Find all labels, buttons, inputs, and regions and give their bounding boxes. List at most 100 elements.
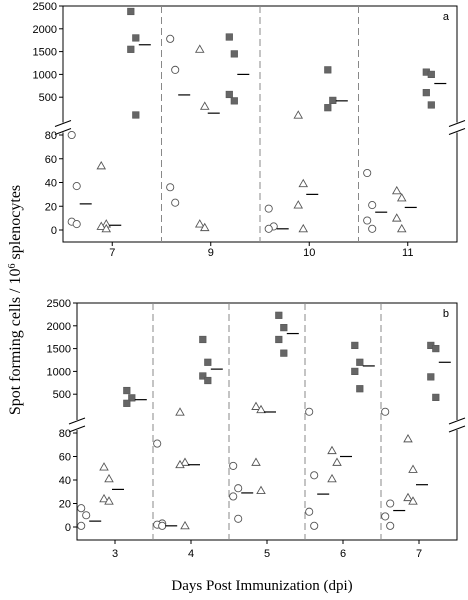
point-square [427, 70, 435, 78]
point-circle [363, 168, 372, 178]
y-tick-label: 2000 [33, 24, 57, 36]
point-triangle [327, 473, 337, 483]
panel-frame [76, 302, 458, 541]
point-triangle [194, 44, 205, 53]
point-triangle [403, 433, 413, 443]
point-circle [77, 504, 86, 513]
y-tick-label: 0 [51, 225, 57, 237]
point-triangle [396, 223, 407, 233]
point-circle [381, 512, 390, 521]
x-tick-label: 9 [208, 247, 214, 259]
point-triangle [101, 223, 112, 233]
y-tick-label: 0 [65, 522, 71, 534]
point-triangle [180, 457, 190, 466]
x-tick-label: 11 [402, 247, 413, 259]
y-axis-label-unit-exp: 6 [7, 263, 18, 268]
point-circle [229, 492, 238, 501]
point-square [324, 66, 332, 74]
point-square [356, 385, 364, 393]
point-circle [386, 521, 395, 530]
axis-break-gap [449, 420, 465, 430]
point-square [127, 7, 135, 16]
point-square [230, 97, 238, 105]
point-triangle [391, 213, 402, 222]
point-triangle [408, 464, 418, 473]
point-square [199, 372, 207, 380]
point-circle [234, 514, 243, 523]
point-square [280, 349, 288, 357]
panel-b: 500 1000 1500 2000 2500 0 20 40 60 80 b 3 4 5 6 7 [47, 298, 466, 560]
point-triangle [256, 404, 266, 414]
y-tick-label: 1000 [47, 366, 71, 378]
panel-label: a [443, 11, 450, 23]
x-tick-label: 4 [188, 548, 194, 560]
point-circle [264, 204, 273, 213]
point-square [351, 367, 359, 376]
point-square [128, 394, 136, 402]
point-triangle [298, 223, 309, 233]
point-square [356, 358, 364, 366]
y-axis-label-unit-pre: / 10 [7, 268, 24, 296]
point-circle [386, 499, 395, 508]
y-tick-label: 80 [59, 428, 71, 440]
point-triangle [251, 457, 261, 466]
point-triangle [99, 462, 109, 471]
point-triangle [327, 445, 337, 455]
point-circle [264, 224, 273, 233]
point-triangle [175, 407, 185, 416]
y-tick-label: 60 [59, 452, 71, 464]
point-square [225, 90, 233, 99]
point-triangle [104, 473, 114, 483]
point-square [204, 358, 212, 366]
x-tick-label: 10 [303, 247, 315, 259]
point-triangle [396, 193, 407, 202]
point-square [199, 335, 207, 344]
axis-break [54, 120, 466, 135]
axis-break-slash [448, 120, 466, 127]
axis-break-slash [54, 128, 72, 135]
axis-break [68, 417, 466, 433]
point-circle [171, 198, 180, 207]
point-square [324, 104, 332, 112]
axis-break-gap [55, 122, 71, 133]
point-triangle [194, 219, 205, 228]
point-circle [67, 130, 76, 140]
point-circle [166, 183, 175, 192]
point-square [427, 373, 435, 381]
point-circle [166, 34, 175, 43]
y-axis-label-unit-post: splenocytes [7, 185, 24, 264]
point-circle [368, 224, 377, 233]
point-triangle [408, 496, 418, 505]
point-triangle [293, 110, 304, 119]
panel-label: b [443, 308, 449, 320]
axis-break-slash [54, 120, 72, 127]
point-circle [368, 201, 377, 210]
point-square [280, 324, 288, 332]
x-tick-label: 5 [264, 548, 270, 560]
point-triangle [99, 493, 109, 503]
point-circle [153, 439, 162, 448]
y-tick-label: 40 [45, 178, 57, 190]
y-tick-label: 2000 [47, 321, 71, 333]
point-triangle [104, 496, 114, 505]
axis-break-slash [448, 128, 466, 135]
point-square [422, 89, 430, 97]
point-circle [158, 521, 167, 530]
point-triangle [403, 492, 413, 502]
point-circle [229, 461, 238, 470]
point-circle [234, 484, 243, 493]
y-axis-label-main: Spot forming cells [7, 297, 24, 415]
x-tick-label: 7 [416, 548, 422, 560]
point-triangle [199, 101, 210, 110]
point-circle [305, 407, 314, 416]
point-square [132, 34, 140, 42]
point-square [275, 311, 283, 319]
y-tick-label: 40 [59, 475, 71, 487]
point-triangle [298, 178, 309, 188]
point-circle [381, 407, 390, 416]
point-square [432, 393, 440, 401]
point-triangle [293, 200, 304, 209]
point-square [204, 376, 212, 385]
point-square [127, 45, 135, 53]
y-tick-label: 80 [45, 130, 57, 142]
